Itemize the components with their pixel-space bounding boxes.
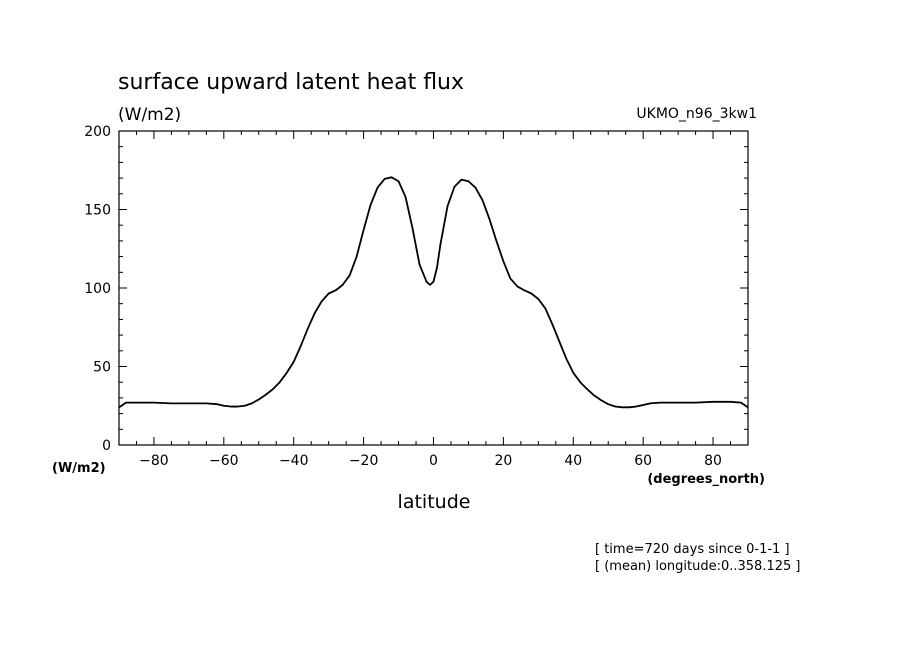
time-note: [ time=720 days since 0-1-1 ] <box>595 542 790 557</box>
y-tick-label: 50 <box>93 360 111 376</box>
plot-frame <box>118 130 749 446</box>
chart-units: (W/m2) <box>118 105 181 125</box>
y-axis: 0 50 100 150 200 <box>84 124 748 454</box>
x-tick-label: 40 <box>564 453 582 469</box>
x-tick-label: −40 <box>279 453 309 469</box>
x-tick-label: 20 <box>494 453 512 469</box>
y-axis-units: (W/m2) <box>52 461 106 476</box>
y-tick-label: 0 <box>102 438 111 454</box>
longitude-note: [ (mean) longitude:0..358.125 ] <box>595 559 800 574</box>
x-tick-label: 0 <box>429 453 438 469</box>
x-axis-units: (degrees_north) <box>647 472 765 487</box>
y-tick-label: 100 <box>84 281 111 297</box>
x-tick-label: −80 <box>139 453 169 469</box>
x-tick-label: 60 <box>634 453 652 469</box>
x-tick-label: 80 <box>704 453 722 469</box>
x-axis-label: latitude <box>398 491 471 513</box>
model-name: UKMO_n96_3kw1 <box>636 106 757 122</box>
y-tick-label: 150 <box>84 203 111 219</box>
x-tick-label: −20 <box>349 453 379 469</box>
chart-title: surface upward latent heat flux <box>118 70 464 95</box>
x-axis: −80 −60 −40 −20 0 20 40 60 80 <box>118 131 749 469</box>
y-tick-label: 200 <box>84 124 111 140</box>
series-line <box>118 176 749 409</box>
x-tick-label: −60 <box>209 453 239 469</box>
